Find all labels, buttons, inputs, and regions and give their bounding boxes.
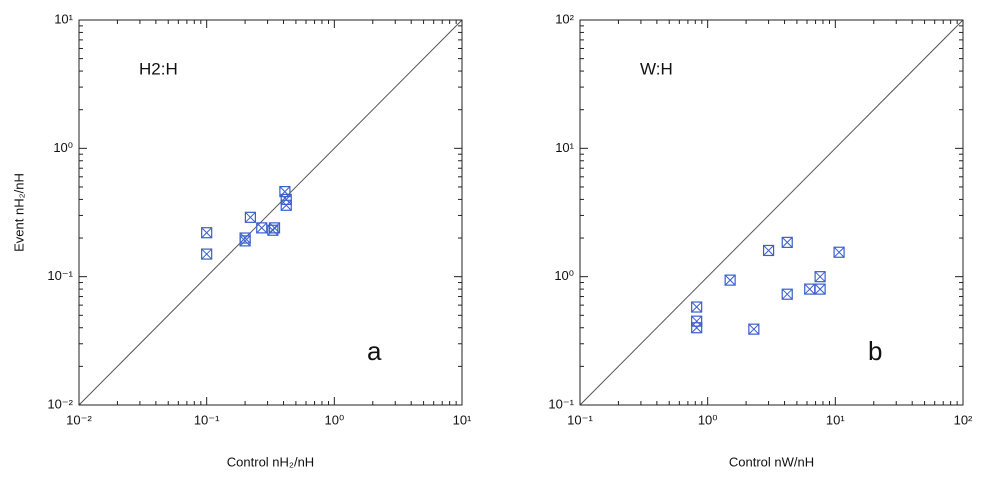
one-to-one-line <box>78 19 463 406</box>
marker-part <box>691 322 703 334</box>
data-point <box>748 323 760 335</box>
marker-part <box>804 283 816 295</box>
panel-label: b <box>868 336 882 366</box>
marker-part <box>280 199 292 211</box>
plot-frame <box>579 19 964 406</box>
y-tick-label: 10⁰ <box>53 140 73 155</box>
marker-part <box>244 211 256 223</box>
y-tick-label: 10⁰ <box>554 268 574 283</box>
x-axis-label: Control nH₂/nH <box>227 454 314 469</box>
data-point <box>201 248 213 260</box>
data-point <box>268 222 281 234</box>
marker-part <box>763 245 774 256</box>
x-tick-label: 10⁻¹ <box>567 412 593 427</box>
marker-part <box>781 288 793 300</box>
marker-part <box>781 237 793 248</box>
data-point <box>691 322 703 334</box>
x-axis-label: Control nW/nH <box>729 454 814 469</box>
x-tick-label: 10² <box>954 412 973 427</box>
data-point <box>833 246 845 258</box>
y-axis-label: Event nH₂/nH <box>11 173 26 252</box>
y-tick-label: 10⁻¹ <box>548 396 574 411</box>
marker-part <box>239 235 251 247</box>
data-point <box>724 274 736 286</box>
panel-label: a <box>367 336 382 366</box>
marker-part <box>268 222 281 234</box>
x-tick-label: 10⁻² <box>66 412 92 427</box>
y-tick-label: 10¹ <box>555 140 574 155</box>
marker-part <box>201 248 213 260</box>
marker-part <box>724 274 736 286</box>
data-point <box>244 211 256 223</box>
marker-part <box>814 283 826 295</box>
annotation: W:H <box>640 59 673 78</box>
marker-part <box>748 323 760 335</box>
x-tick-label: 10⁰ <box>324 412 344 427</box>
marker-part <box>280 194 292 205</box>
y-tick-label: 10⁻¹ <box>47 268 73 283</box>
marker-part <box>267 224 279 236</box>
annotation: H2:H <box>139 59 178 78</box>
marker-part <box>267 224 279 236</box>
marker-part <box>691 301 703 313</box>
marker-part <box>245 211 256 223</box>
plot-frame <box>78 19 463 406</box>
marker-part <box>691 301 703 313</box>
marker-part <box>201 227 213 239</box>
marker-part <box>256 222 268 234</box>
data-point <box>781 288 793 300</box>
data-point <box>691 301 703 313</box>
data-point <box>280 193 292 206</box>
x-tick-label: 10⁻¹ <box>194 412 220 427</box>
x-tick-label: 10⁰ <box>698 412 718 427</box>
marker-part <box>691 315 703 327</box>
data-point <box>762 244 775 257</box>
marker-part <box>201 248 213 260</box>
marker-part <box>814 283 826 295</box>
marker-part <box>833 246 845 258</box>
marker-part <box>833 246 845 258</box>
data-point <box>280 199 292 211</box>
marker-part <box>279 186 291 198</box>
y-tick-label: 10⁻² <box>47 396 73 411</box>
x-tick-label: 10¹ <box>826 412 845 427</box>
marker-part <box>239 232 251 244</box>
data-point <box>804 283 816 295</box>
one-to-one-line <box>579 19 964 406</box>
marker-part <box>781 288 793 300</box>
marker-part <box>781 236 793 248</box>
y-tick-label: 10¹ <box>54 11 73 26</box>
data-point <box>814 283 826 295</box>
marker-part <box>724 274 736 286</box>
marker-part <box>280 199 292 211</box>
marker-part <box>748 323 760 335</box>
data-point <box>814 271 826 283</box>
marker-part <box>201 227 213 239</box>
marker-part <box>239 232 251 244</box>
marker-part <box>762 244 775 257</box>
data-point <box>201 227 213 239</box>
marker-part <box>691 322 703 334</box>
data-point <box>239 232 251 244</box>
marker-part <box>269 222 280 234</box>
marker-part <box>814 271 826 283</box>
data-point <box>781 236 793 248</box>
y-tick-label: 10² <box>555 11 574 26</box>
marker-part <box>256 222 268 234</box>
x-tick-label: 10¹ <box>453 412 472 427</box>
data-point <box>256 222 268 234</box>
marker-part <box>280 193 292 206</box>
marker-part <box>814 271 826 283</box>
